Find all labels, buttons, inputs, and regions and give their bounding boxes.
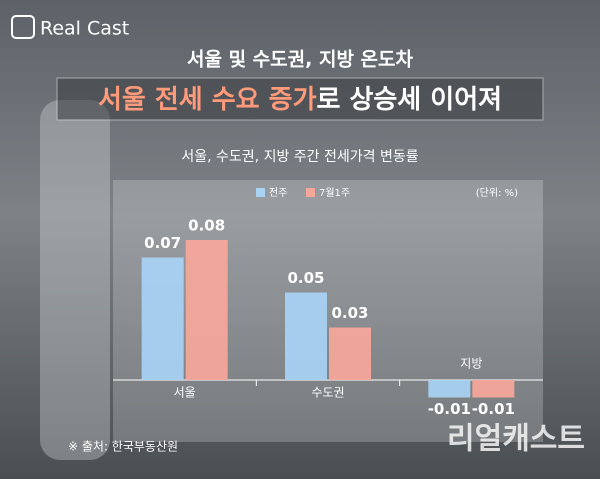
value-label: -0.01	[428, 400, 471, 418]
category-label: 수도권	[311, 386, 344, 400]
chart-title: 서울, 수도권, 지방 주간 전세가격 변동률	[181, 149, 418, 165]
value-label: 0.05	[287, 269, 324, 287]
value-label: 0.07	[144, 234, 181, 252]
headline-box	[56, 77, 544, 121]
category-label: 서울	[174, 386, 196, 400]
headline-rest: 로 상승세 이어져	[316, 85, 502, 115]
unit-note: (단위: %)	[476, 186, 518, 199]
legend-swatch	[306, 188, 315, 197]
logo-icon	[11, 15, 35, 39]
legend-swatch	[256, 188, 265, 197]
watermark: 리얼캐스트	[447, 422, 585, 457]
category-label: 지방	[460, 357, 482, 371]
headline-highlight: 서울 전세 수요 증가	[98, 85, 317, 115]
bar	[141, 257, 184, 380]
value-label: 0.08	[188, 217, 225, 235]
value-label: 0.03	[331, 304, 368, 322]
bar	[285, 292, 327, 380]
value-label: -0.01	[472, 400, 515, 418]
source: ※ 출처: 한국부동산원	[68, 440, 178, 454]
title: 서울 및 수도권, 지방 온도차	[187, 49, 413, 71]
thermometer	[40, 100, 110, 460]
legend-label: 전주	[269, 187, 287, 199]
bar	[428, 380, 471, 398]
legend-label: 7월1주	[319, 187, 350, 199]
brand: Real Cast	[40, 18, 129, 40]
headline: 서울 전세 수요 증가로 상승세 이어져	[98, 85, 502, 115]
chart-panel	[113, 180, 543, 442]
bar	[185, 240, 228, 380]
bar	[329, 327, 371, 380]
bar	[472, 380, 515, 398]
